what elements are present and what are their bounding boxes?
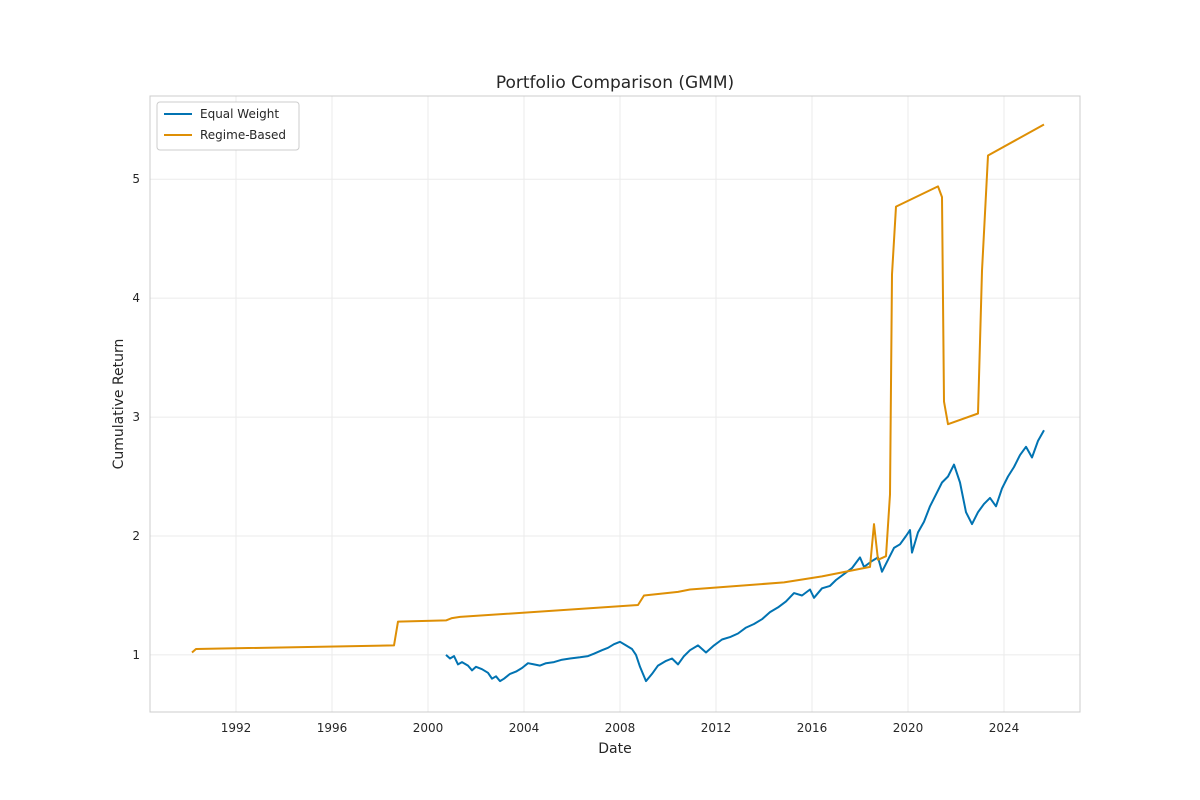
y-tick-label: 1 xyxy=(132,648,140,662)
series-line-equal-weight xyxy=(445,429,1045,683)
legend: Equal Weight Regime-Based xyxy=(156,101,300,151)
x-tick-label: 2024 xyxy=(989,721,1020,735)
x-tick-label: 1992 xyxy=(221,721,252,735)
plot-area-frame xyxy=(149,95,1081,713)
y-tick-label: 4 xyxy=(132,291,140,305)
x-tick-label: 2012 xyxy=(701,721,732,735)
x-tick-label: 2008 xyxy=(605,721,636,735)
x-axis-label: Date xyxy=(598,741,631,757)
x-tick-label: 2004 xyxy=(509,721,540,735)
y-tick-label: 5 xyxy=(132,172,140,186)
x-tick-label: 2016 xyxy=(797,721,828,735)
legend-box xyxy=(156,101,300,151)
x-tick-label: 2020 xyxy=(893,721,924,735)
y-tick-label: 2 xyxy=(132,529,140,543)
y-tick-label: 3 xyxy=(132,410,140,424)
grid xyxy=(150,96,1080,712)
chart-title: Portfolio Comparison (GMM) xyxy=(496,73,734,93)
tick-labels: 1992 1996 2000 2004 2008 2012 2016 2020 2024 1 2 3 4… xyxy=(132,172,1019,735)
x-tick-label: 1996 xyxy=(317,721,348,735)
legend-label-regime-based: Regime-Based xyxy=(200,128,286,142)
series-line-regime-based xyxy=(191,123,1045,654)
series-layer xyxy=(191,123,1045,683)
x-tick-label: 2000 xyxy=(413,721,444,735)
y-axis-label: Cumulative Return xyxy=(111,339,127,470)
legend-label-equal-weight: Equal Weight xyxy=(200,107,279,121)
